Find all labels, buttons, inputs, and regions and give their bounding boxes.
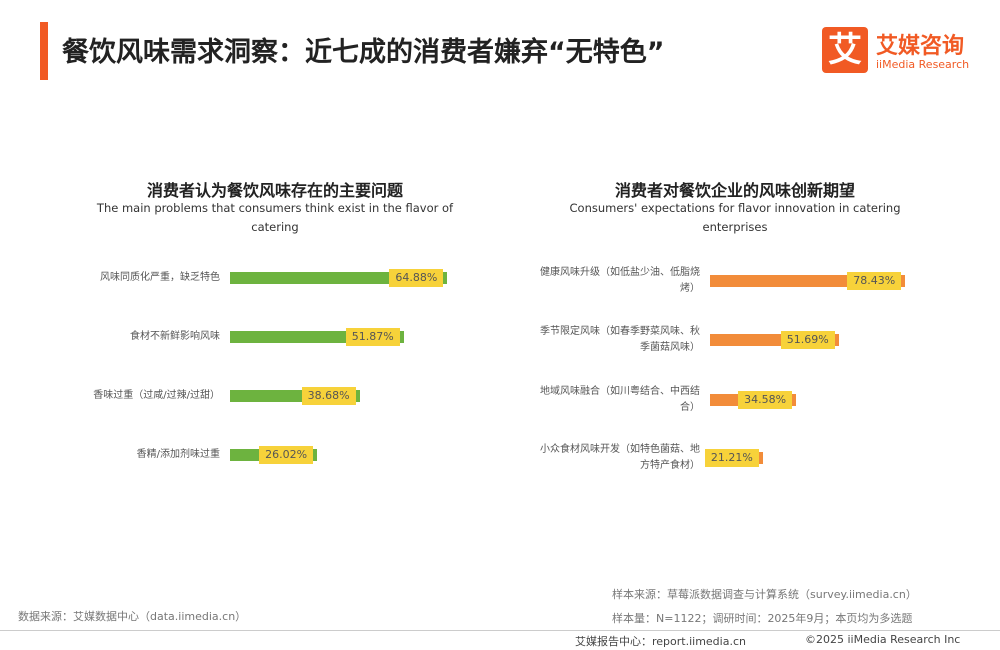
value-label: 78.43% xyxy=(847,272,902,290)
footer-rule xyxy=(0,630,1000,631)
chart-subtitle: The main problems that consumers think e… xyxy=(96,201,454,234)
value-label: 26.02% xyxy=(259,446,314,464)
title-accent xyxy=(40,22,48,80)
category-label: 地域风味融合（如川粤结合、中西结合） xyxy=(540,386,700,413)
chart-title: 消费者认为餐饮风味存在的主要问题 xyxy=(146,181,403,200)
copyright: ©2025 iiMedia Research Inc xyxy=(805,633,961,646)
value-label: 34.58% xyxy=(738,391,793,409)
chart-title: 消费者对餐饮企业的风味创新期望 xyxy=(614,181,855,200)
category-label: 食材不新鲜影响风味 xyxy=(130,331,220,342)
category-label: 香味过重（过咸/过辣/过甜） xyxy=(93,390,220,401)
value-label: 21.21% xyxy=(704,449,759,467)
value-label: 38.68% xyxy=(301,387,356,405)
logo-mark: 艾 xyxy=(822,27,868,73)
logo-cn: 艾媒咨询 xyxy=(876,34,965,59)
source-note: 数据来源：艾媒数据中心（data.iimedia.cn） xyxy=(18,610,247,623)
category-label: 小众食材风味开发（如特色菌菇、地方特产食材） xyxy=(540,444,700,471)
value-label: 64.88% xyxy=(389,269,444,287)
category-label: 香精/添加剂味过重 xyxy=(136,449,220,460)
value-label: 51.69% xyxy=(780,331,835,349)
sample-note: 样本量：N=1122；调研时间：2025年9月；本页均为多选题 xyxy=(612,612,913,625)
category-label: 健康风味升级（如低盐少油、低脂烧烤） xyxy=(540,267,700,294)
category-label: 季节限定风味（如春季野菜风味、秋季菌菇风味） xyxy=(540,326,700,353)
page-title: 餐饮风味需求洞察：近七成的消费者嫌弃“无特色” xyxy=(62,37,665,68)
report-link: 艾媒报告中心：report.iimedia.cn xyxy=(575,635,746,648)
sample-source: 样本来源：草莓派数据调查与计算系统（survey.iimedia.cn） xyxy=(612,588,917,601)
category-label: 风味同质化严重，缺乏特色 xyxy=(100,272,220,283)
value-label: 51.87% xyxy=(345,328,400,346)
chart-subtitle: Consumers' expectations for flavor innov… xyxy=(569,201,901,234)
logo-en: iiMedia Research xyxy=(876,58,970,71)
